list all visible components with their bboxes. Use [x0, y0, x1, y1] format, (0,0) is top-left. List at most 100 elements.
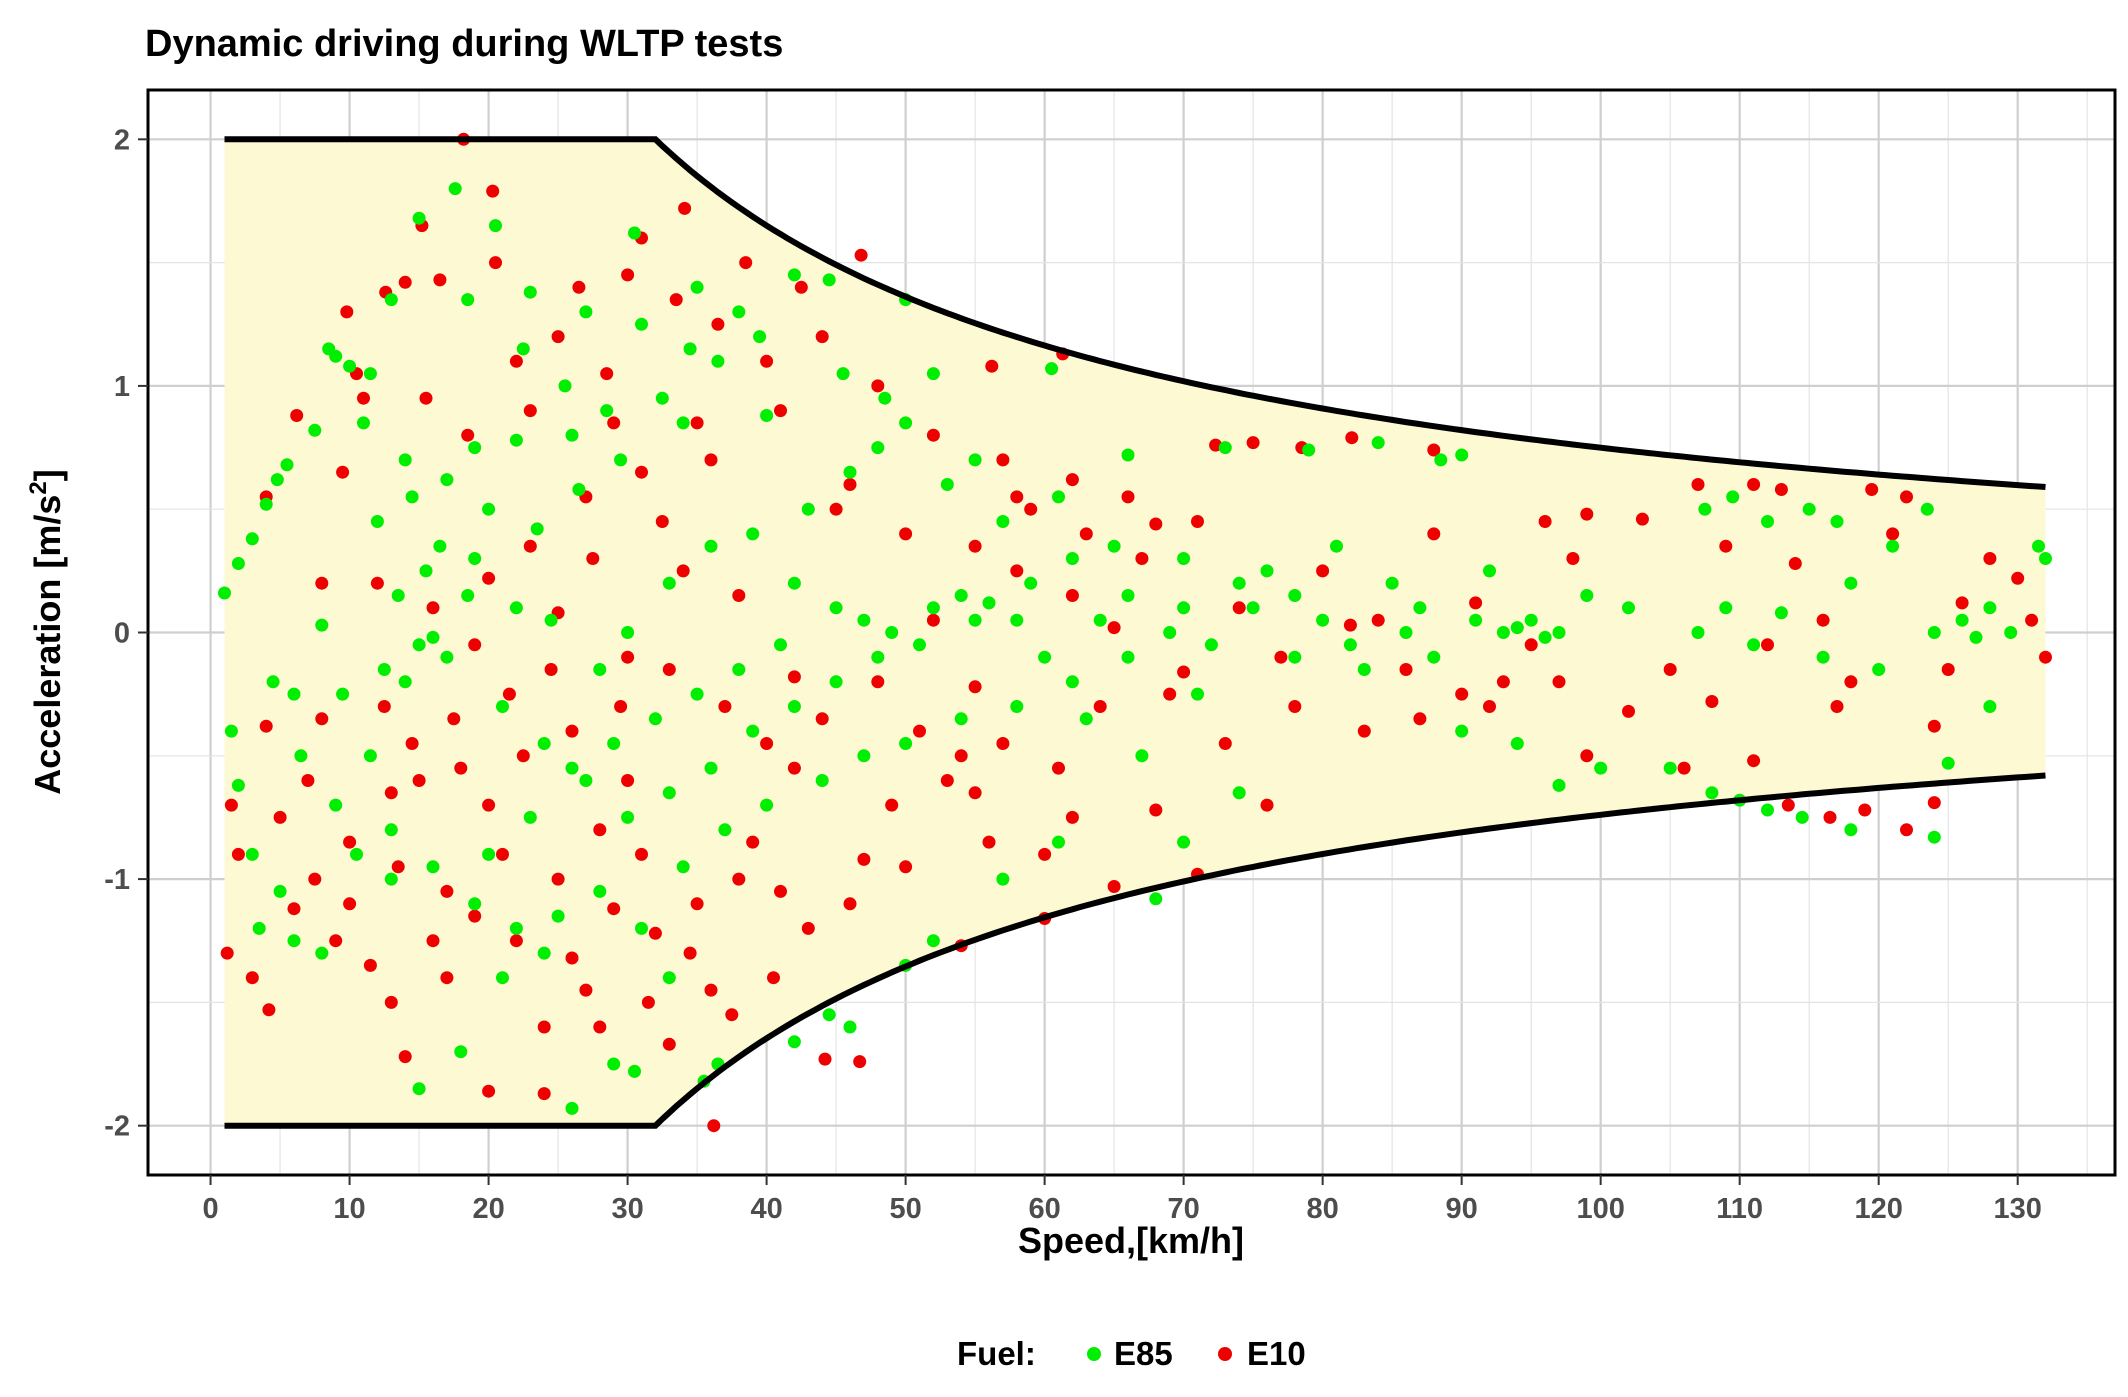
point-e85: [1816, 650, 1830, 664]
x-tick-label: 50: [889, 1193, 921, 1225]
point-e10: [1830, 700, 1844, 713]
point-e10: [220, 946, 234, 960]
point-e10: [1121, 490, 1135, 504]
point-e85: [448, 182, 462, 196]
point-e10: [1274, 650, 1288, 664]
point-e85: [1920, 502, 1934, 516]
point-e85: [1052, 835, 1065, 849]
x-tick-label: 110: [1716, 1193, 1763, 1225]
point-e85: [829, 601, 843, 615]
point-e10: [454, 761, 468, 775]
point-e85: [1552, 626, 1566, 639]
point-e85: [1260, 564, 1274, 578]
point-e10: [482, 571, 496, 585]
point-e10: [551, 330, 565, 344]
x-tick-label: 80: [1307, 1193, 1339, 1225]
point-e10: [343, 897, 357, 911]
point-e85: [836, 367, 850, 381]
point-e10: [1218, 737, 1232, 750]
point-e10: [1010, 490, 1024, 504]
point-e10: [1149, 803, 1163, 817]
point-e10: [1316, 564, 1330, 578]
point-e85: [621, 810, 635, 824]
point-e85: [690, 687, 704, 701]
point-e10: [940, 774, 954, 787]
point-e85: [662, 971, 676, 985]
point-e85: [1719, 601, 1733, 615]
point-e85: [1010, 700, 1024, 713]
point-e85: [1204, 638, 1218, 652]
point-e85: [468, 897, 482, 911]
point-e10: [315, 712, 329, 726]
point-e85: [711, 354, 725, 368]
y-axis-title: Acceleration [m/s2]: [25, 469, 68, 794]
point-e10: [968, 786, 982, 800]
point-e10: [707, 1119, 721, 1133]
point-e10: [1065, 810, 1079, 824]
point-e10: [1038, 847, 1052, 861]
point-e85: [419, 564, 433, 578]
point-e10: [968, 539, 982, 553]
point-e10: [1927, 719, 1941, 733]
y-tick-label: 1: [114, 371, 130, 403]
point-e85: [801, 502, 815, 516]
point-e10: [343, 835, 357, 849]
point-e85: [1371, 436, 1385, 450]
point-e85: [704, 539, 718, 553]
point-e10: [1719, 539, 1733, 553]
point-e10: [1941, 663, 1955, 676]
point-e85: [530, 522, 544, 536]
point-e10: [308, 872, 322, 886]
point-e10: [815, 330, 829, 344]
point-e85: [843, 465, 857, 479]
point-e10: [433, 273, 447, 287]
point-e10: [1232, 601, 1246, 615]
point-e10: [899, 860, 913, 874]
point-e85: [1594, 761, 1608, 775]
point-e85: [252, 921, 266, 935]
point-e85: [1135, 749, 1149, 763]
legend-marker-e10: [1218, 1347, 1232, 1361]
x-tick-label: 130: [1993, 1193, 2041, 1225]
point-e10: [1677, 761, 1691, 775]
y-axis-title-end: ]: [27, 469, 68, 481]
point-e10: [1427, 527, 1441, 541]
point-e10: [537, 1020, 551, 1034]
point-e85: [1552, 778, 1566, 792]
point-e85: [1761, 803, 1774, 817]
point-e10: [565, 724, 579, 738]
point-e10: [1900, 823, 1913, 837]
point-e85: [899, 737, 913, 750]
envelope-fill: [224, 139, 2046, 1126]
point-e10: [440, 884, 454, 898]
point-e10: [579, 983, 593, 997]
point-e10: [899, 527, 913, 541]
legend-title: Fuel:: [957, 1335, 1036, 1372]
point-e10: [1246, 436, 1260, 450]
point-e10: [1747, 754, 1761, 768]
point-e85: [384, 823, 398, 837]
point-e85: [315, 618, 329, 632]
y-axis-title-main: Acceleration [m/s: [27, 495, 68, 795]
point-e85: [579, 305, 593, 319]
point-e85: [509, 433, 523, 447]
point-e85: [426, 630, 440, 644]
point-e10: [690, 416, 704, 430]
point-e85: [926, 367, 940, 381]
point-e85: [1698, 502, 1712, 516]
point-e10: [1093, 700, 1107, 713]
point-e85: [635, 317, 648, 331]
point-e85: [1726, 490, 1740, 504]
point-e10: [426, 934, 440, 948]
point-e85: [1045, 362, 1059, 376]
point-e85: [1691, 626, 1705, 639]
point-e85: [614, 453, 628, 467]
point-e85: [1052, 490, 1065, 504]
point-e85: [1622, 601, 1635, 615]
point-e85: [787, 268, 801, 282]
point-e10: [739, 256, 753, 270]
point-e85: [1121, 589, 1135, 602]
point-e10: [502, 687, 516, 701]
point-e85: [746, 724, 760, 738]
point-e85: [308, 423, 322, 437]
